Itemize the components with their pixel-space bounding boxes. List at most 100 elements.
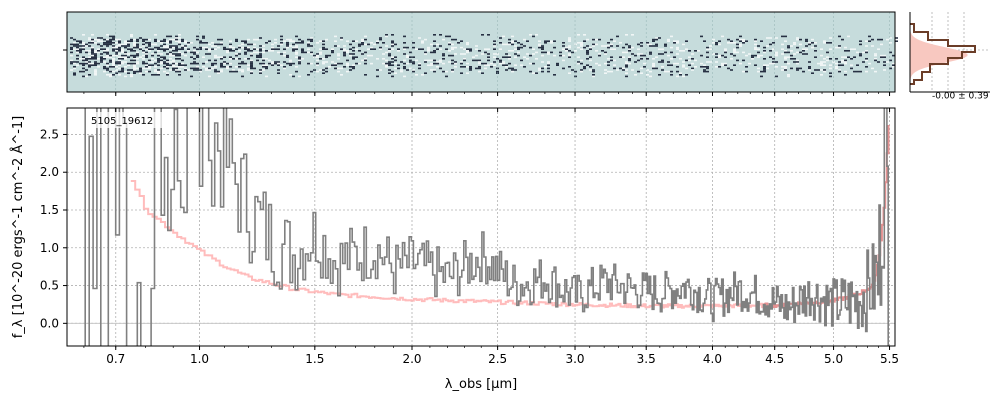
spectrum-2d-pixel <box>838 70 841 73</box>
spectrum-2d-pixel <box>871 67 874 70</box>
spectrum-2d-pixel <box>409 67 412 70</box>
spectrum-2d-pixel <box>856 51 859 54</box>
spectrum-2d-pixel <box>808 42 811 44</box>
spectrum-2d-pixel <box>403 67 406 70</box>
spectrum-2d-pixel <box>94 56 97 58</box>
x-tick-label: 4.0 <box>703 352 722 366</box>
spectrum-2d-pixel <box>229 45 232 47</box>
spectrum-2d-pixel <box>250 61 253 63</box>
spectrum-2d-pixel <box>196 54 199 57</box>
spectrum-2d-pixel <box>142 43 145 46</box>
spectrum-2d-pixel <box>412 46 415 49</box>
spectrum-2d-pixel <box>91 50 94 52</box>
spectrum-2d-pixel <box>487 56 490 58</box>
spectrum-2d-pixel <box>727 42 730 44</box>
spectrum-2d-pixel <box>790 45 793 47</box>
spectrum-2d-pixel <box>208 53 211 55</box>
spectrum-2d-pixel <box>241 46 244 49</box>
spectrum-2d-pixel <box>253 46 256 49</box>
spectrum-2d-pixel <box>652 40 655 42</box>
spectrum-2d-pixel <box>340 38 343 41</box>
spectrum-2d-pixel <box>130 48 133 50</box>
spectrum-2d-pixel <box>340 74 343 76</box>
spectrum-2d-pixel <box>82 67 85 70</box>
spectrum-2d-pixel <box>196 35 199 38</box>
spectrum-2d-pixel <box>511 43 514 46</box>
spectrum-2d-pixel <box>82 42 85 44</box>
spectrum-2d-pixel <box>277 48 280 50</box>
spectrum-2d-pixel <box>892 62 895 65</box>
spectrum-2d-pixel <box>133 62 136 65</box>
spectrum-2d-pixel <box>583 66 586 68</box>
spectrum-2d-pixel <box>640 53 643 55</box>
spectrum-2d-pixel <box>730 58 733 60</box>
spectrum-2d-pixel <box>190 51 193 54</box>
spectrum-2d-pixel <box>124 40 127 42</box>
spectrum-2d-pixel <box>604 53 607 55</box>
spectrum-2d-pixel <box>286 38 289 41</box>
spectrum-2d-pixel <box>175 62 178 65</box>
spectrum-2d-pixel <box>871 38 874 41</box>
spectrum-2d-pixel <box>337 45 340 47</box>
spectrum-2d-pixel <box>118 59 121 62</box>
spectrum-2d-pixel <box>316 56 319 58</box>
spectrum-2d-pixel <box>235 40 238 42</box>
spectrum-2d-pixel <box>178 53 181 55</box>
spectrum-2d-pixel <box>544 66 547 68</box>
spectrum-2d-pixel <box>553 54 556 57</box>
spectrum-2d-pixel <box>730 42 733 44</box>
spectrum-2d-pixel <box>301 42 304 44</box>
spectrum-2d-pixel <box>301 40 304 42</box>
spectrum-2d-pixel <box>340 62 343 65</box>
spectrum-2d-pixel <box>598 54 601 57</box>
spectrum-2d-pixel <box>850 67 853 70</box>
spectrum-2d-pixel <box>478 70 481 73</box>
spectrum-2d-pixel <box>865 70 868 73</box>
spectrum-2d-pixel <box>406 56 409 58</box>
spectrum-2d-pixel <box>106 48 109 50</box>
spectrum-2d-pixel <box>94 62 97 65</box>
spectrum-2d-pixel <box>763 64 766 66</box>
spectrum-2d-pixel <box>118 48 121 50</box>
spectrum-2d-pixel <box>655 38 658 41</box>
spectrum-2d-pixel <box>865 40 868 42</box>
spectrum-2d-pixel <box>535 72 538 74</box>
spectrum-2d-pixel <box>442 58 445 60</box>
spectrum-2d-pixel <box>772 61 775 63</box>
y-axis-label: f_λ [10^-20 ergs^-1 cm^-2 Å^-1] <box>10 116 26 339</box>
spectrum-2d-pixel <box>142 40 145 42</box>
series-flux <box>77 108 889 346</box>
y-tick-label: 1.0 <box>40 241 59 255</box>
spectrum-2d-pixel <box>349 53 352 55</box>
spectrum-2d-pixel <box>169 38 172 41</box>
spectrum-2d-pixel <box>136 70 139 73</box>
spectrum-2d-pixel <box>700 35 703 38</box>
spectrum-2d-pixel <box>757 70 760 73</box>
spectrum-2d-pixel <box>280 35 283 38</box>
spectrum-2d-pixel <box>154 62 157 65</box>
spectrum-2d-pixel <box>175 40 178 42</box>
spectrum-2d-pixel <box>634 54 637 57</box>
spectrum-2d-pixel <box>802 53 805 55</box>
spectrum-2d-pixel <box>70 61 73 63</box>
spectrum-2d-pixel <box>784 66 787 68</box>
spectrum-2d-pixel <box>283 48 286 50</box>
spectrum-2d-pixel <box>112 62 115 65</box>
spectrum-2d-pixel <box>331 48 334 50</box>
spectrum-2d-pixel <box>334 62 337 65</box>
spectrum-2d-pixel <box>133 58 136 60</box>
spectrum-2d-pixel <box>280 42 283 44</box>
spectrum-2d-pixel <box>481 62 484 65</box>
spectrum-2d-pixel <box>445 48 448 50</box>
spectrum-2d-pixel <box>220 66 223 68</box>
spectrum-2d-pixel <box>433 59 436 62</box>
spectrum-2d-pixel <box>511 50 514 52</box>
spectrum-2d-pixel <box>118 40 121 42</box>
spectrum-2d-pixel <box>148 48 151 50</box>
spectrum-2d-pixel <box>394 56 397 58</box>
spectrum-2d-pixel <box>685 67 688 70</box>
spectrum-2d-pixel <box>805 40 808 42</box>
spectrum-2d-pixel <box>226 62 229 65</box>
spectrum-2d-pixel <box>568 37 571 39</box>
spectrum-2d-pixel <box>538 67 541 70</box>
